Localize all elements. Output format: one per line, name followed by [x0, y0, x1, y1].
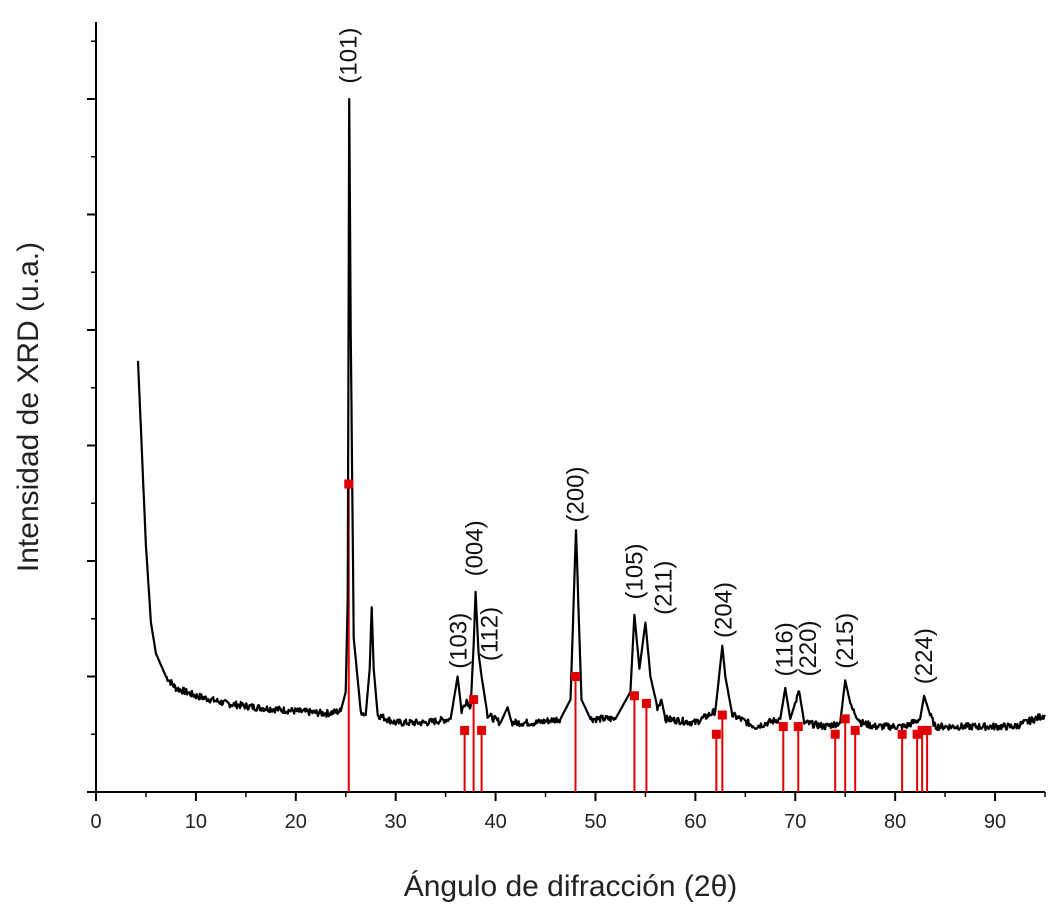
peak-label: (004)	[462, 520, 489, 576]
reference-peak-markers	[344, 479, 932, 739]
peak-labels: (101) (103) (004) (112) (200) (105) (211) (204)…	[336, 28, 938, 685]
x-tick-label: 60	[684, 811, 706, 833]
reference-peak-marker	[477, 725, 487, 735]
y-axis-title: Intensidad de XRD (u.a.)	[12, 242, 45, 572]
reference-peak-marker	[344, 479, 354, 489]
reference-peak-marker	[897, 729, 907, 739]
reference-peak-marker	[793, 722, 803, 732]
x-tick-label: 90	[984, 811, 1006, 833]
peak-label: (211)	[650, 561, 677, 615]
reference-peak-marker	[629, 691, 639, 701]
x-tick-label: 70	[784, 811, 806, 833]
reference-peak-marker	[840, 714, 850, 724]
reference-peak-marker	[778, 722, 788, 732]
xrd-pattern-line	[136, 97, 1046, 732]
peak-label: (112)	[477, 607, 504, 661]
peak-label: (101)	[336, 28, 363, 84]
y-ticks	[87, 40, 96, 793]
reference-peak-marker	[922, 725, 932, 735]
x-tick-label: 50	[584, 811, 606, 833]
axes	[95, 22, 1045, 793]
x-tick-label: 20	[285, 811, 307, 833]
reference-peak-marker	[460, 725, 470, 735]
peak-label: (224)	[911, 628, 938, 684]
reference-peak-marker	[469, 695, 479, 705]
peak-label: (103)	[446, 613, 473, 669]
x-tick-label: 40	[484, 811, 506, 833]
x-axis-title: Ángulo de difracción (2θ)	[404, 870, 738, 903]
x-tick-label: 80	[884, 811, 906, 833]
x-tick-label: 30	[385, 811, 407, 833]
x-tick-label: 10	[185, 811, 207, 833]
reference-peak-marker	[570, 672, 580, 681]
reference-peak-marker	[830, 729, 840, 739]
reference-peak-marker	[850, 725, 860, 735]
reference-peak-marker	[717, 710, 727, 720]
x-tick-label: 0	[90, 811, 101, 833]
peak-label: (116)	[771, 622, 798, 676]
peak-label: (200)	[562, 466, 589, 522]
peak-label: (204)	[710, 582, 737, 638]
x-ticks: 0 10 20 30 40 50 60 70 80 90	[90, 792, 1046, 833]
reference-peak-marker	[641, 698, 651, 708]
peak-label: (220)	[795, 620, 822, 676]
reference-peak-marker	[917, 725, 927, 735]
peak-label: (105)	[621, 543, 648, 599]
peak-label: (215)	[832, 613, 859, 669]
reference-peak-marker	[912, 729, 922, 739]
reference-peak-marker	[711, 729, 721, 739]
